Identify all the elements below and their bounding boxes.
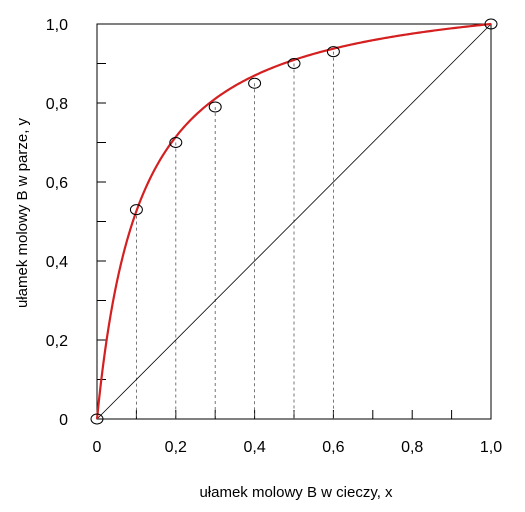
data-point-marker (169, 137, 183, 148)
x-axis-title: ułamek molowy B w cieczy, x (199, 484, 393, 501)
y-axis-title: ułamek molowy B w parze, y (14, 117, 31, 308)
y-tick-label: 0,2 (46, 333, 68, 350)
data-point-marker (287, 58, 301, 69)
data-point-marker (129, 204, 143, 216)
x-tick-label: 0,4 (243, 439, 265, 456)
equilibrium-curve (95, 22, 492, 420)
x-tick-label: 0,2 (165, 439, 187, 456)
y-tick-label: 0,4 (46, 254, 68, 271)
x-tick-label: 1,0 (480, 439, 502, 456)
data-point-marker (90, 413, 104, 425)
data-point-marker (484, 18, 498, 30)
y-tick-label: 1,0 (46, 17, 68, 34)
x-tick-label: 0 (93, 439, 102, 456)
data-point-marker (326, 46, 340, 58)
y-tick-label: 0 (59, 412, 68, 429)
x-tick-label: 0,8 (401, 439, 423, 456)
y-tick-label: 0,8 (46, 96, 68, 113)
y-tick-label: 0,6 (46, 175, 68, 192)
data-point-marker (208, 101, 222, 113)
diagonal-line (96, 23, 492, 420)
data-point-marker (248, 77, 262, 89)
plot-area: 0 0,2 0,4 0,6 0,8 1,0 0 0,2 0,4 0,6 0,8 1,0 (46, 17, 502, 456)
x-tick-label: 0,6 (322, 439, 344, 456)
